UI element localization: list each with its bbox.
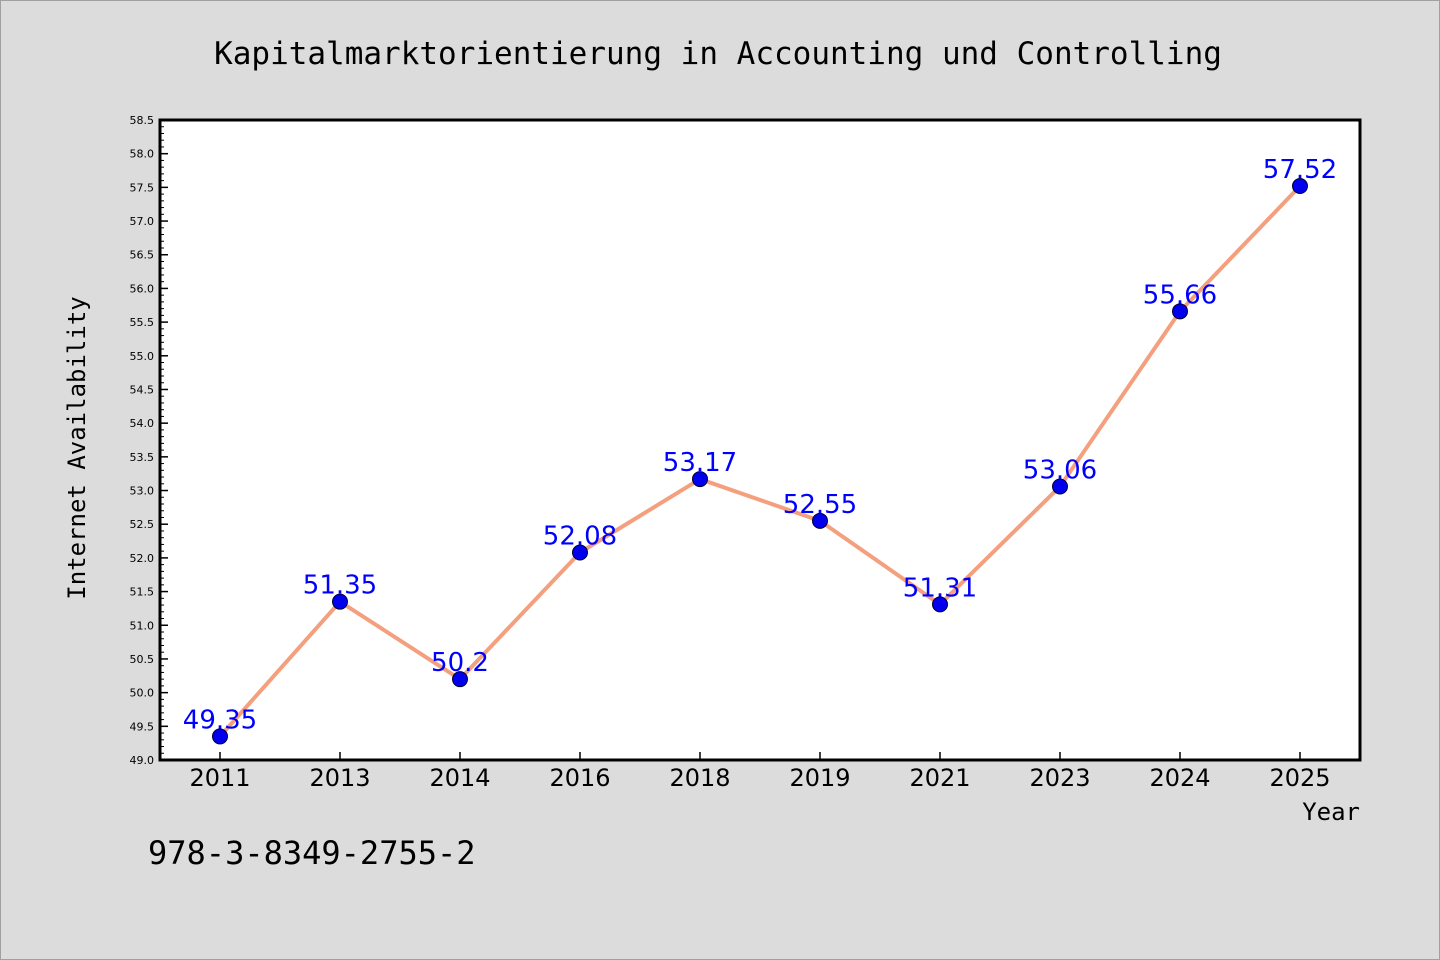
data-point bbox=[572, 544, 588, 561]
data-point bbox=[1172, 303, 1188, 320]
y-tick-label: 50.0 bbox=[130, 687, 155, 700]
y-tick-label: 54.5 bbox=[130, 383, 155, 396]
data-label: 55.66 bbox=[1143, 280, 1217, 310]
x-tick-label: 2016 bbox=[549, 764, 610, 792]
y-tick-label: 56.0 bbox=[130, 282, 155, 295]
y-axis-label: Internet Availability bbox=[63, 296, 91, 599]
data-point bbox=[332, 593, 348, 610]
y-tick-label: 58.5 bbox=[130, 114, 155, 127]
y-tick-label: 49.0 bbox=[130, 754, 155, 767]
x-axis-label: Year bbox=[1302, 798, 1360, 826]
y-tick-label: 58.0 bbox=[130, 148, 155, 161]
data-label: 53.17 bbox=[663, 448, 737, 478]
data-point bbox=[452, 671, 468, 688]
y-tick-label: 55.5 bbox=[130, 316, 155, 329]
x-tick-label: 2018 bbox=[669, 764, 730, 792]
chart-title: Kapitalmarktorientierung in Accounting u… bbox=[214, 36, 1222, 72]
x-tick-label: 2025 bbox=[1269, 764, 1330, 792]
data-labels: 49.35 51.35 50.2 52.08 53.17 52.55 51.31 53.06 5… bbox=[183, 155, 1337, 735]
data-label: 50.2 bbox=[431, 648, 489, 678]
y-tick-label: 57.5 bbox=[130, 181, 155, 194]
y-tick-label: 50.5 bbox=[130, 653, 155, 666]
y-tick-label: 51.5 bbox=[130, 586, 155, 599]
y-tick-label: 53.0 bbox=[130, 485, 155, 498]
data-label: 49.35 bbox=[183, 705, 257, 735]
y-tick-label: 53.5 bbox=[130, 451, 155, 464]
series-layer bbox=[212, 178, 1308, 745]
x-tick-label: 2014 bbox=[429, 764, 490, 792]
y-tick-label: 51.0 bbox=[130, 619, 155, 632]
x-tick-label: 2019 bbox=[789, 764, 850, 792]
x-tick-label: 2024 bbox=[1149, 764, 1210, 792]
footer-isbn: 978-3-8349-2755-2 bbox=[148, 834, 476, 872]
data-label: 57.52 bbox=[1263, 155, 1337, 185]
data-label: 52.08 bbox=[543, 522, 617, 552]
y-tick-label: 52.0 bbox=[130, 552, 155, 565]
data-point bbox=[1292, 178, 1308, 195]
x-tick-label: 2021 bbox=[909, 764, 970, 792]
data-label: 53.06 bbox=[1023, 455, 1097, 485]
data-point bbox=[1052, 478, 1068, 495]
data-label: 51.35 bbox=[303, 571, 377, 601]
x-tick-label: 2011 bbox=[189, 764, 250, 792]
data-point bbox=[932, 596, 948, 613]
x-tick-label: 2013 bbox=[309, 764, 370, 792]
y-tick-label: 57.0 bbox=[130, 215, 155, 228]
y-tick-label: 56.5 bbox=[130, 249, 155, 262]
x-axis: 2011 2013 2014 2016 2018 2019 2021 2023 2024 2025 bbox=[189, 752, 1331, 792]
y-tick-label: 54.0 bbox=[130, 417, 155, 430]
plot-area bbox=[158, 118, 1362, 762]
data-point bbox=[812, 512, 828, 529]
data-point bbox=[692, 471, 708, 488]
data-label: 51.31 bbox=[903, 573, 977, 603]
y-tick-label: 49.5 bbox=[130, 720, 155, 733]
series-line bbox=[218, 184, 1302, 739]
y-tick-label: 52.5 bbox=[130, 518, 155, 531]
data-label: 52.55 bbox=[783, 490, 857, 520]
y-tick-label: 55.0 bbox=[130, 350, 155, 363]
y-axis: 49.0 49.5 50.0 50.5 51.0 51.5 52.0 52.5 53.0 53.5… bbox=[130, 114, 168, 767]
x-tick-label: 2023 bbox=[1029, 764, 1090, 792]
data-point bbox=[212, 728, 228, 745]
